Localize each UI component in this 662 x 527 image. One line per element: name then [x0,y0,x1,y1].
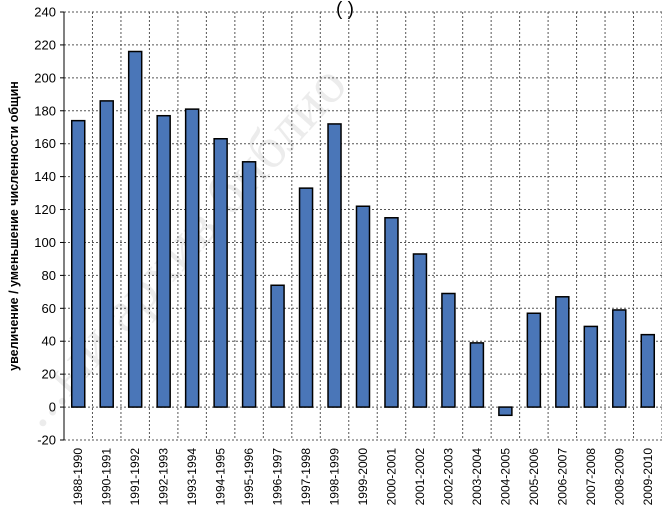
bars [70,50,656,417]
y-tick-label: 240 [34,5,56,20]
bar-2008-2009 [612,309,627,408]
bar-2003-2004 [469,342,485,408]
y-tick-label: 0 [49,400,56,415]
bar-1990-1991 [99,100,114,408]
x-tick-labels: 1988-1990 1990-1991 1991-1992 1992-1993 1993… [71,448,655,506]
bar-1998-1999 [327,123,342,408]
bar-1994-1995 [213,138,228,408]
y-tick-label: 120 [34,202,56,217]
axes [60,11,65,441]
x-tick-label: 2007-2008 [584,448,598,506]
x-tick-label: 2006-2007 [555,448,569,506]
y-axis-label: увеличение / уменьшение численности общи… [7,81,21,371]
y-tick-label: 40 [42,334,56,349]
bar-2007-2008 [583,325,599,408]
bar-1995-1996 [241,161,257,408]
bar-1991-1992 [127,50,143,408]
bar-1997-1998 [298,187,314,408]
y-tick-labels: -20 0 20 40 60 80 100 120 140 160 180 200 220 240 [34,5,56,448]
x-tick-label: 2004-2005 [498,448,512,506]
x-tick-label: 1998-1999 [328,448,342,506]
y-tick-label: 180 [34,103,56,118]
x-tick-label: 2000-2001 [384,448,398,506]
x-tick-label: 1994-1995 [214,448,228,506]
x-tick-label: 1997-1998 [299,448,313,506]
y-tick-label: 160 [34,136,56,151]
bar-1996-1997 [270,284,285,408]
y-tick-label: 140 [34,169,56,184]
y-tick-label: 200 [34,70,56,85]
x-tick-label: 2001-2002 [413,448,427,506]
x-tick-label: 1999-2000 [356,448,370,506]
bar-1992-1993 [156,114,171,408]
x-tick-label: 2009-2010 [641,448,655,506]
bar-2002-2003 [441,292,456,408]
x-tick-label: 1992-1993 [157,448,171,506]
bar-2006-2007 [555,296,570,408]
x-tick-label: 2002-2003 [441,448,455,506]
x-tick-label: 2003-2004 [470,448,484,506]
y-tick-label: 80 [42,268,56,283]
x-tick-label: 1990-1991 [100,448,114,506]
x-tick-label: 1988-1990 [71,448,85,506]
y-tick-label: 60 [42,301,56,316]
bar-2001-2002 [412,253,428,408]
x-tick-label: 1991-1992 [128,448,142,506]
y-tick-label: 20 [42,367,56,382]
x-tick-label: 1993-1994 [185,448,199,506]
x-tick-label: 2008-2009 [612,448,626,506]
bar-2004-2005 [498,406,513,417]
y-tick-label: -20 [37,433,56,448]
bar-2000-2001 [384,217,399,408]
bar-1988-1990 [70,119,86,408]
bar-1999-2000 [355,205,371,408]
y-tick-label: 220 [34,37,56,52]
x-tick-label: 1996-1997 [271,448,285,506]
grid [64,11,662,441]
bar-2005-2006 [526,312,542,408]
bar-2009-2010 [640,333,656,408]
y-tick-label: 100 [34,235,56,250]
x-tick-label: 1995-1996 [242,448,256,506]
x-tick-label: 2005-2006 [527,448,541,506]
chart-title: ( ) [336,0,354,20]
bar-1993-1994 [184,108,200,408]
